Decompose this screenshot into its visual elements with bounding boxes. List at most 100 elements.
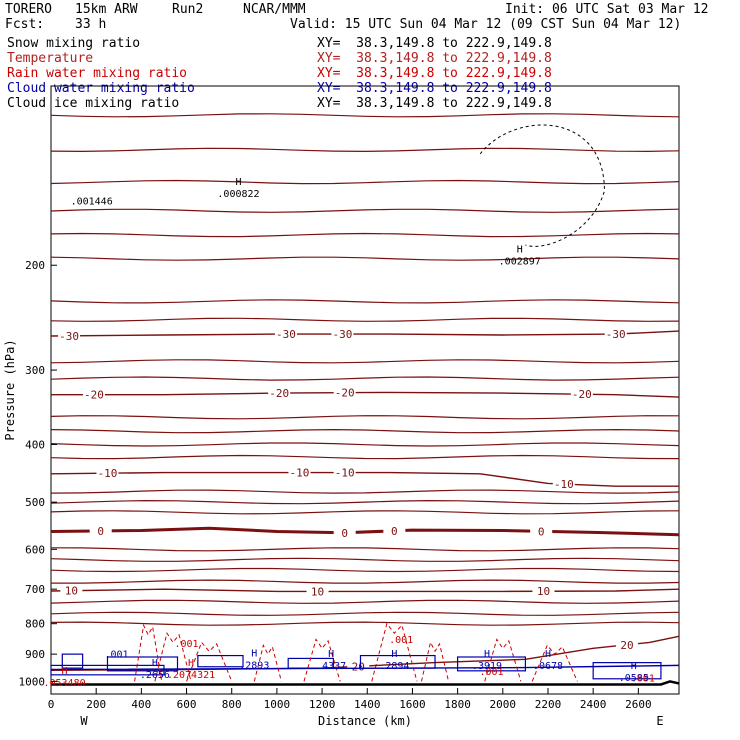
- isotherm-label-bg: [96, 467, 119, 480]
- legend-xy-snow: XY= 38.3,149.8 to 222.9,149.8: [317, 36, 552, 51]
- isotherm: [50, 489, 680, 494]
- contour-label: .001: [479, 667, 503, 678]
- model-name: TORERO: [5, 2, 52, 17]
- rain-water-contour: [134, 623, 163, 682]
- rain-water-contour: [531, 644, 578, 682]
- isotherm-label: -10: [335, 467, 355, 480]
- isotherm-label-bg: [383, 524, 406, 537]
- x-tick-label: 800: [222, 698, 242, 711]
- isotherm: [50, 428, 680, 434]
- y-tick-label: 1000: [19, 675, 46, 688]
- isotherm-label-bg: [333, 466, 356, 479]
- isotherm: [50, 147, 680, 153]
- isotherm-label-bg: [333, 526, 356, 539]
- y-tick-label: 800: [25, 618, 45, 631]
- rain-water-contour: [420, 640, 450, 682]
- isotherm-label: -30: [276, 328, 296, 341]
- cloud-water-contour: [197, 654, 244, 668]
- isotherm-label: -20: [84, 389, 104, 402]
- moisture-contours: [50, 124, 680, 682]
- maximum-value: .053480: [43, 678, 85, 689]
- contour-label: .001: [389, 635, 413, 646]
- isotherm: [50, 557, 680, 562]
- maximum-value: .2893: [239, 661, 269, 672]
- maximum-value: .2656: [140, 670, 170, 681]
- rain-water-contour: [186, 641, 233, 682]
- isotherm: [50, 621, 680, 626]
- contour-label: .001: [174, 639, 198, 650]
- maximum-marker: H: [484, 649, 490, 660]
- y-tick-label: 900: [25, 648, 45, 661]
- valid-time: Valid: 15 UTC Sun 04 Mar 12 (09 CST Sun …: [290, 17, 682, 32]
- snow-contour: [479, 124, 605, 247]
- maximum-marker: H: [235, 177, 241, 188]
- agency-label: NCAR/MMM: [243, 2, 306, 17]
- isotherm-label-bg: [89, 524, 112, 537]
- isotherm: [50, 471, 679, 487]
- maximum-marker: H: [188, 658, 194, 669]
- x-tick-label: 1000: [264, 698, 291, 711]
- maximum-value: .3919: [472, 661, 502, 672]
- x-tick-label: 2400: [580, 698, 607, 711]
- cloud-water-contour: [50, 664, 680, 671]
- isotherm: [50, 376, 680, 381]
- isotherm-label-bg: [347, 660, 370, 673]
- isotherm: [50, 599, 680, 604]
- legend-label-cloud-ice: Cloud ice mixing ratio: [7, 96, 180, 111]
- isotherm-label-bg: [333, 386, 356, 399]
- rain-water-contour: [371, 622, 418, 682]
- run-label: Run2: [172, 2, 204, 17]
- maximum-marker: H: [631, 661, 637, 672]
- isotherm-label-bg: [288, 466, 311, 479]
- x-tick-label: 200: [86, 698, 106, 711]
- x-tick-label: 2600: [625, 698, 652, 711]
- isotherm: [50, 179, 680, 185]
- isotherm: [51, 391, 680, 398]
- isotherm-label-bg: [530, 525, 553, 538]
- isotherm-label-bg: [268, 387, 291, 400]
- rain-water-contour: [253, 643, 282, 682]
- x-tick-label: 0: [48, 698, 55, 711]
- x-tick-label: 600: [177, 698, 197, 711]
- isotherm-label-bg: [604, 328, 627, 341]
- maximum-marker: H: [152, 658, 158, 669]
- cloud-water-contour: [50, 664, 165, 676]
- legend-label-rain: Rain water mixing ratio: [7, 66, 188, 81]
- maximum-value: .2074321: [167, 670, 215, 681]
- isotherm-label-bg: [532, 585, 555, 598]
- y-tick-label: 200: [25, 259, 45, 272]
- isotherm-label-bg: [82, 388, 105, 401]
- isotherm-label: 0: [341, 527, 348, 540]
- y-tick-label: 500: [25, 496, 45, 509]
- isotherm: [50, 415, 680, 420]
- isotherm-label: 20: [620, 639, 633, 652]
- isotherm-label: -30: [59, 330, 79, 343]
- isotherm: [50, 256, 680, 261]
- isotherm: [50, 510, 680, 515]
- maximum-value: .2894: [379, 661, 409, 672]
- isotherm-label: -30: [332, 328, 352, 341]
- rain-water-contour: [484, 638, 522, 682]
- x-tick-label: 2000: [490, 698, 517, 711]
- maximum-marker: H: [517, 245, 523, 256]
- isotherm: [50, 330, 680, 337]
- isotherm-label: 0: [391, 525, 398, 538]
- isotherm-label: 0: [538, 525, 545, 538]
- isotherm: [50, 317, 680, 322]
- contour-label: .001446: [71, 196, 113, 207]
- isotherm: [50, 299, 680, 304]
- isotherm-label: -10: [290, 467, 310, 480]
- init-time: Init: 06 UTC Sat 03 Mar 12: [505, 2, 709, 17]
- maximum-value: .4337: [316, 661, 346, 672]
- isotherm-label: 10: [537, 585, 550, 598]
- isotherm: [50, 547, 680, 552]
- isotherm-label: -30: [606, 328, 626, 341]
- x-tick-label: 1800: [444, 698, 471, 711]
- x-axis-label: Distance (km): [318, 714, 412, 728]
- legend-label-snow: Snow mixing ratio: [7, 36, 141, 51]
- cloud-water-contour: [457, 656, 526, 672]
- isotherm-label: -10: [98, 467, 118, 480]
- maximum-marker: H: [391, 649, 397, 660]
- forecast-label: Fcst:: [5, 17, 45, 32]
